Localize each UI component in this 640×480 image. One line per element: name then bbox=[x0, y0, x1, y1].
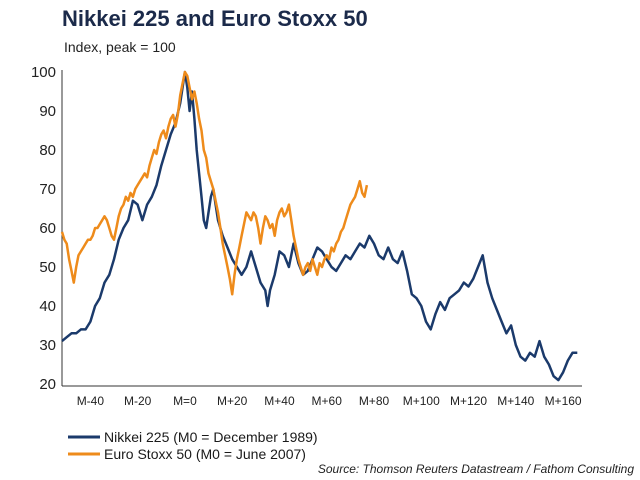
x-tick-label: M-20 bbox=[124, 394, 152, 408]
y-tick-label: 70 bbox=[39, 181, 56, 198]
x-tick-label: M+120 bbox=[450, 394, 487, 408]
legend: Nikkei 225 (M0 = December 1989) Euro Sto… bbox=[68, 429, 318, 462]
x-tick-label: M+40 bbox=[264, 394, 295, 408]
y-tick-label: 90 bbox=[39, 103, 56, 120]
x-tick-label: M+160 bbox=[545, 394, 582, 408]
series-lines bbox=[60, 70, 578, 382]
x-tick-label: M=0 bbox=[173, 394, 197, 408]
series-line-nikkei bbox=[61, 70, 578, 382]
x-tick-label: M+20 bbox=[217, 394, 248, 408]
y-tick-label: 60 bbox=[39, 220, 56, 237]
y-tick-label: 80 bbox=[39, 142, 56, 159]
x-tick-label: M-40 bbox=[77, 394, 105, 408]
y-tick-label: 100 bbox=[31, 64, 56, 81]
series-line-eurostoxx bbox=[60, 70, 369, 296]
y-tick-labels: 100 90 80 70 60 50 40 30 20 bbox=[31, 64, 56, 393]
y-tick-label: 50 bbox=[39, 259, 56, 276]
x-tick-label: M+100 bbox=[403, 394, 440, 408]
y-tick-label: 20 bbox=[39, 376, 56, 393]
source-note: Source: Thomson Reuters Datastream / Fat… bbox=[317, 462, 634, 476]
x-tick-label: M+60 bbox=[312, 394, 343, 408]
x-tick-label: M+140 bbox=[497, 394, 534, 408]
x-tick-label: M+80 bbox=[359, 394, 390, 408]
chart-subtitle: Index, peak = 100 bbox=[64, 39, 176, 55]
legend-label-nikkei: Nikkei 225 (M0 = December 1989) bbox=[104, 429, 318, 445]
y-tick-label: 30 bbox=[39, 337, 56, 354]
x-tick-labels: M-40 M-20 M=0 M+20 M+40 M+60 M+80 M+100 M+120 M+1… bbox=[77, 394, 582, 408]
y-tick-label: 40 bbox=[39, 298, 56, 315]
chart-title: Nikkei 225 and Euro Stoxx 50 bbox=[62, 6, 368, 31]
legend-label-eurostoxx: Euro Stoxx 50 (M0 = June 2007) bbox=[104, 446, 306, 462]
